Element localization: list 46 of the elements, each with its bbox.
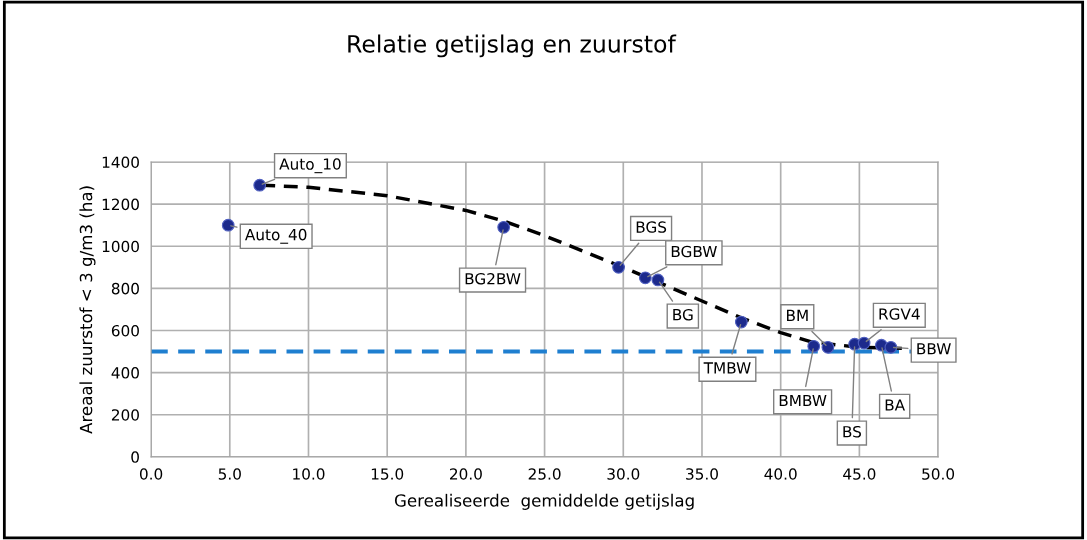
point	[884, 340, 898, 354]
y-tick-label: 400	[111, 367, 139, 379]
x-tick-label: 0.0	[139, 468, 163, 480]
point	[638, 271, 652, 285]
x-tick-label: 10.0	[293, 468, 325, 480]
point	[651, 273, 665, 287]
y-tick-label: 0	[131, 451, 139, 463]
chart-title: Relatie getijslag en zuurstof	[348, 34, 677, 58]
x-tick-label: 15.0	[371, 468, 404, 480]
annotation: BG	[673, 308, 693, 321]
y-axis-title: Areaal zuurstof < 3 g/m3 (ha)	[79, 186, 96, 434]
y-tick-label: 1000	[102, 240, 139, 253]
annotation: BGS	[636, 221, 667, 233]
x-tick-label: 25.0	[528, 468, 561, 480]
x-tick-label: 30.0	[607, 468, 640, 480]
annotation: RGV4	[879, 308, 920, 320]
point	[253, 178, 267, 192]
point	[221, 218, 235, 232]
y-tick-label: 800	[111, 282, 139, 295]
x-tick-label: 5.0	[218, 468, 241, 480]
x-tick-label: 40.0	[764, 468, 797, 480]
x-axis-title: Gerealiseerde gemiddelde getijslag	[394, 493, 694, 510]
y-tick-label: 600	[111, 324, 139, 337]
point	[734, 315, 748, 329]
annotation: BS	[843, 425, 861, 438]
annotation: Auto_40	[245, 228, 307, 244]
y-tick-label: 200	[111, 409, 139, 421]
annotation: Auto_10	[279, 158, 341, 174]
annotation: BBW	[917, 343, 951, 355]
x-tick-label: 50.0	[922, 468, 955, 480]
y-tick-label: 1400	[102, 156, 139, 169]
x-tick-label: 20.0	[450, 468, 482, 480]
annotation: BA	[885, 399, 905, 411]
point	[857, 336, 871, 350]
point	[497, 220, 511, 234]
y-tick-label: 1200	[102, 198, 139, 211]
x-tick-label: 45.0	[843, 468, 876, 480]
point	[807, 339, 821, 353]
annotation: BGBW	[671, 245, 717, 258]
annotation: TMBW	[703, 362, 751, 374]
annotation: BG2BW	[465, 272, 521, 285]
annotation: BMBW	[779, 394, 827, 407]
annotation: BM	[787, 309, 808, 321]
point	[612, 260, 625, 274]
point	[821, 340, 835, 354]
x-tick-label: 35.0	[686, 468, 718, 480]
